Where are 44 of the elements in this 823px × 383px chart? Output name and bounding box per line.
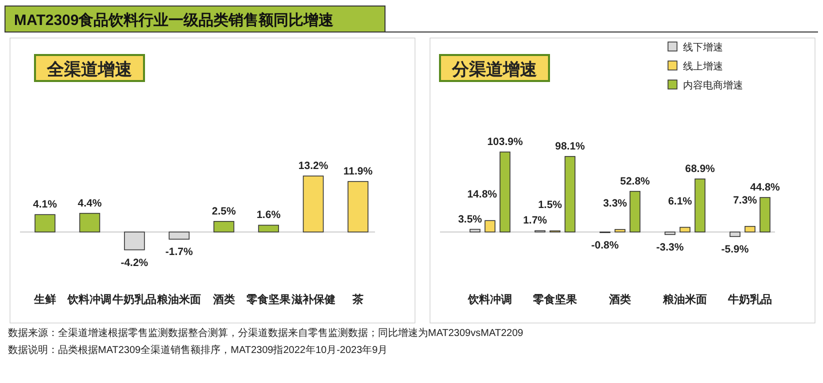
data-label: 6.1% — [668, 195, 693, 208]
data-label: 98.1% — [555, 140, 586, 152]
data-label: 3.5% — [458, 213, 483, 226]
x-tick-label: 零食坚果 — [246, 293, 292, 306]
legend-label: 线下增速 — [683, 42, 723, 54]
x-tick-label: 零食坚果 — [532, 293, 578, 306]
legend-label: 内容电商增速 — [683, 80, 743, 92]
data-label: 44.8% — [750, 182, 781, 194]
x-tick-label: 饮料冲调 — [467, 293, 512, 306]
data-label: -1.7% — [165, 246, 194, 258]
data-label: 2.5% — [212, 205, 236, 218]
data-label: 1.7% — [523, 214, 548, 227]
x-tick-label: 滋补保健 — [290, 293, 336, 306]
x-tick-label: 酒类 — [608, 293, 631, 306]
data-label: -5.9% — [721, 244, 750, 256]
x-tick-label: 牛奶乳品 — [727, 293, 772, 306]
x-tick-label: 饮料冲调 — [66, 293, 112, 306]
x-tick-label: 茶 — [352, 293, 364, 306]
legend-label: 线上增速 — [683, 60, 723, 72]
data-label: 103.9% — [487, 136, 524, 148]
text: 数据说明：品类根据MAT2309全渠道销售额排序，MAT2309指2022年10月-2023年9月 — [8, 344, 388, 356]
source-note: 数据来源：全渠道增速根据零售监测数据整合测算，分渠道数据来自零售监测数据；同比增速为MAT2309vsMAT2209 — [8, 327, 524, 339]
data-label: 7.3% — [733, 194, 758, 206]
data-label: 1.5% — [538, 198, 563, 211]
data-label: 4.4% — [78, 197, 102, 210]
data-label: 68.9% — [685, 162, 716, 175]
x-tick-label: 牛奶乳品 — [111, 293, 156, 306]
chart-title: 分渠道增速 — [451, 60, 537, 79]
x-tick-label: 生鲜 — [33, 293, 56, 306]
x-tick-label: 粮油米面 — [156, 293, 202, 306]
data-label: 3.3% — [603, 197, 628, 210]
data-label: 13.2% — [298, 160, 329, 172]
chart-title: 全渠道增速 — [46, 60, 132, 79]
data-label: -3.3% — [656, 242, 684, 254]
data-label: 4.1% — [33, 198, 58, 211]
text: MAT2309食品饮料行业一级品类销售额同比增速 — [14, 11, 335, 29]
data-label: -0.8% — [591, 240, 620, 252]
data-label: 14.8% — [467, 188, 498, 201]
x-tick-label: 粮油米面 — [662, 293, 707, 306]
data-label: 52.8% — [620, 175, 651, 188]
data-label: 11.9% — [343, 166, 374, 178]
data-label: -4.2% — [120, 256, 149, 269]
x-tick-label: 酒类 — [212, 293, 235, 306]
data-label: 1.6% — [256, 209, 282, 222]
